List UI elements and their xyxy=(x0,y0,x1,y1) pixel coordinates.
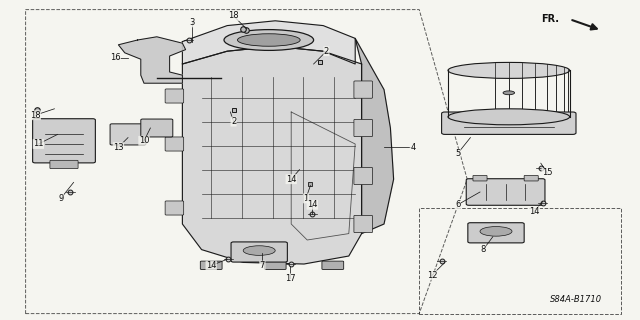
FancyBboxPatch shape xyxy=(231,242,287,262)
Ellipse shape xyxy=(448,109,570,125)
Text: 5: 5 xyxy=(455,149,460,158)
Text: 18: 18 xyxy=(30,111,40,120)
FancyBboxPatch shape xyxy=(354,119,372,137)
FancyBboxPatch shape xyxy=(200,261,222,269)
FancyBboxPatch shape xyxy=(473,175,487,181)
FancyBboxPatch shape xyxy=(141,119,173,137)
Ellipse shape xyxy=(243,246,275,255)
FancyBboxPatch shape xyxy=(524,175,538,181)
FancyBboxPatch shape xyxy=(165,201,184,215)
Text: 3: 3 xyxy=(189,18,195,27)
Text: 14: 14 xyxy=(286,175,296,184)
Text: 2: 2 xyxy=(324,47,329,56)
Text: 7: 7 xyxy=(260,261,265,270)
Text: 10: 10 xyxy=(139,136,149,145)
Polygon shape xyxy=(182,21,355,64)
Text: 11: 11 xyxy=(33,140,44,148)
Text: 1: 1 xyxy=(303,194,308,203)
Ellipse shape xyxy=(237,34,300,46)
Text: 12: 12 xyxy=(427,271,437,280)
FancyBboxPatch shape xyxy=(322,261,344,269)
FancyBboxPatch shape xyxy=(165,89,184,103)
Ellipse shape xyxy=(224,30,314,50)
Text: 9: 9 xyxy=(58,194,63,203)
Ellipse shape xyxy=(448,62,570,78)
FancyBboxPatch shape xyxy=(354,215,372,233)
FancyBboxPatch shape xyxy=(466,179,545,205)
Text: 8: 8 xyxy=(481,245,486,254)
Polygon shape xyxy=(355,38,394,234)
Text: S84A-B1710: S84A-B1710 xyxy=(550,295,602,304)
FancyBboxPatch shape xyxy=(50,160,78,169)
Text: 16: 16 xyxy=(110,53,120,62)
FancyBboxPatch shape xyxy=(354,81,372,98)
FancyBboxPatch shape xyxy=(442,112,576,134)
Text: FR.: FR. xyxy=(541,14,559,24)
Text: 2: 2 xyxy=(231,117,236,126)
FancyBboxPatch shape xyxy=(264,261,286,269)
Polygon shape xyxy=(182,46,362,264)
FancyBboxPatch shape xyxy=(110,124,146,145)
Text: 13: 13 xyxy=(113,143,124,152)
Text: 6: 6 xyxy=(455,200,460,209)
Polygon shape xyxy=(118,37,186,83)
Text: 14: 14 xyxy=(307,200,317,209)
Text: 18: 18 xyxy=(228,12,239,20)
Text: 15: 15 xyxy=(542,168,552,177)
Ellipse shape xyxy=(480,227,512,236)
Ellipse shape xyxy=(503,91,515,95)
Text: 17: 17 xyxy=(285,274,295,283)
Text: 14: 14 xyxy=(529,207,540,216)
FancyBboxPatch shape xyxy=(165,137,184,151)
FancyBboxPatch shape xyxy=(33,119,95,163)
Text: 14: 14 xyxy=(206,261,216,270)
FancyBboxPatch shape xyxy=(468,223,524,243)
Text: 4: 4 xyxy=(410,143,415,152)
FancyBboxPatch shape xyxy=(354,167,372,185)
